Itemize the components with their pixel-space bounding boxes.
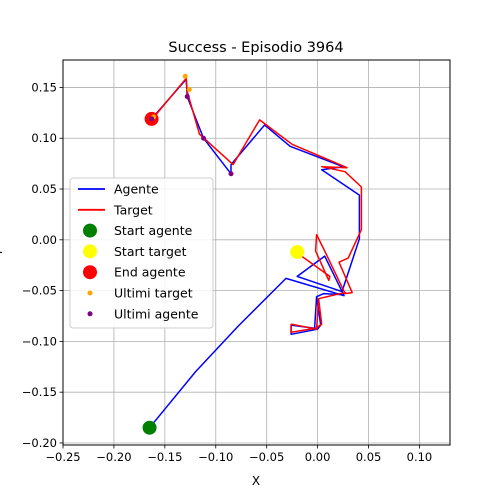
x-axis-label: X — [252, 474, 260, 488]
legend-label: Agente — [114, 182, 159, 197]
x-tick-label: −0.10 — [198, 450, 233, 464]
agent-path — [149, 78, 361, 429]
x-tick-label: −0.20 — [96, 450, 131, 464]
x-tick-label: 0.05 — [356, 450, 382, 464]
y-tick-label: 0.10 — [31, 131, 57, 145]
agent-path-segment — [291, 296, 318, 329]
axis-ticks: −0.25 −0.20 −0.15 −0.10 −0.05 0.00 0.05 0.10−0.… — [22, 80, 433, 464]
plot-frame — [62, 59, 451, 446]
recent-target-point — [182, 73, 188, 79]
x-tick-label: 0.10 — [407, 450, 433, 464]
x-tick-label: 0.00 — [305, 450, 331, 464]
legend-label: Ultimi agente — [114, 306, 199, 321]
x-tick-label: −0.25 — [45, 450, 80, 464]
recent-agent-point — [149, 116, 155, 122]
legend-swatch-dot — [87, 290, 93, 296]
target-path — [151, 77, 363, 295]
plot-data — [142, 73, 363, 435]
recent-agent-point — [228, 171, 234, 177]
legend-label: Target — [113, 202, 153, 217]
y-tick-label: −0.15 — [22, 385, 57, 399]
legend-frame — [69, 177, 214, 329]
y-tick-label: −0.05 — [22, 284, 57, 298]
start-target-marker — [290, 244, 305, 259]
y-tick-label: 0.00 — [31, 233, 57, 247]
recent-agent-point — [184, 94, 190, 100]
y-tick-label: −0.10 — [22, 334, 57, 348]
target-path-segment — [290, 298, 320, 330]
recent-agent-point — [201, 135, 207, 141]
x-tick-label: −0.15 — [147, 450, 182, 464]
recent-target-point — [186, 86, 192, 92]
legend-swatch-dot — [87, 311, 93, 317]
legend-label: Start target — [114, 244, 187, 259]
y-axis-label: Y — [0, 248, 5, 257]
legend-swatch-dot — [83, 265, 97, 280]
x-tick-label: −0.05 — [249, 450, 284, 464]
legend: Agente Target Start agente Start target End … — [69, 177, 214, 329]
legend-label: End agente — [114, 265, 186, 280]
legend-swatch-dot — [83, 244, 97, 259]
legend-label: Start agente — [114, 223, 193, 238]
y-tick-label: 0.05 — [31, 182, 57, 196]
start-agent-marker — [142, 420, 157, 435]
target-path-segment — [290, 291, 347, 333]
chart-title: Success - Episodio 3964 — [168, 40, 343, 56]
legend-label: Ultimi target — [114, 286, 193, 301]
y-tick-label: 0.15 — [31, 80, 57, 94]
y-tick-label: −0.20 — [22, 436, 57, 450]
legend-swatch-dot — [83, 223, 97, 238]
